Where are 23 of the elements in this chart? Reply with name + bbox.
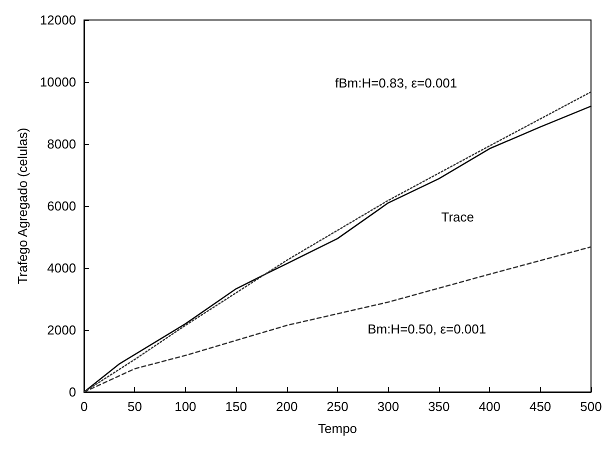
y-tick-label: 2000 <box>47 322 76 338</box>
x-tick-label: 500 <box>580 399 602 414</box>
x-tick-label: 300 <box>377 399 400 414</box>
annotation: fBm:H=0.83, ε=0.001 <box>334 76 458 91</box>
x-tick-label: 150 <box>225 399 247 414</box>
x-tick-label: 400 <box>478 399 500 414</box>
annotation: Bm:H=0.50, ε=0.001 <box>368 321 486 336</box>
y-tick-label: 4000 <box>47 260 76 276</box>
x-tick-label: 50 <box>128 399 142 414</box>
y-tick-label: 12000 <box>40 12 76 28</box>
x-axis-title: Tempo <box>318 421 358 436</box>
x-tick-label: 100 <box>174 399 196 414</box>
y-tick-label: 8000 <box>47 136 76 152</box>
x-tick-label: 350 <box>428 399 450 414</box>
y-tick-label: 10000 <box>40 74 76 90</box>
x-tick-label: 250 <box>326 399 348 414</box>
x-tick-label: 450 <box>529 399 552 414</box>
y-tick-label: 6000 <box>47 198 76 214</box>
y-tick-label: 0 <box>68 384 76 400</box>
x-tick-label: 200 <box>276 399 298 414</box>
x-tick-label: 0 <box>80 399 88 414</box>
y-axis-title: Trafego Agregado (celulas) <box>15 128 30 284</box>
annotation: Trace <box>441 210 474 225</box>
